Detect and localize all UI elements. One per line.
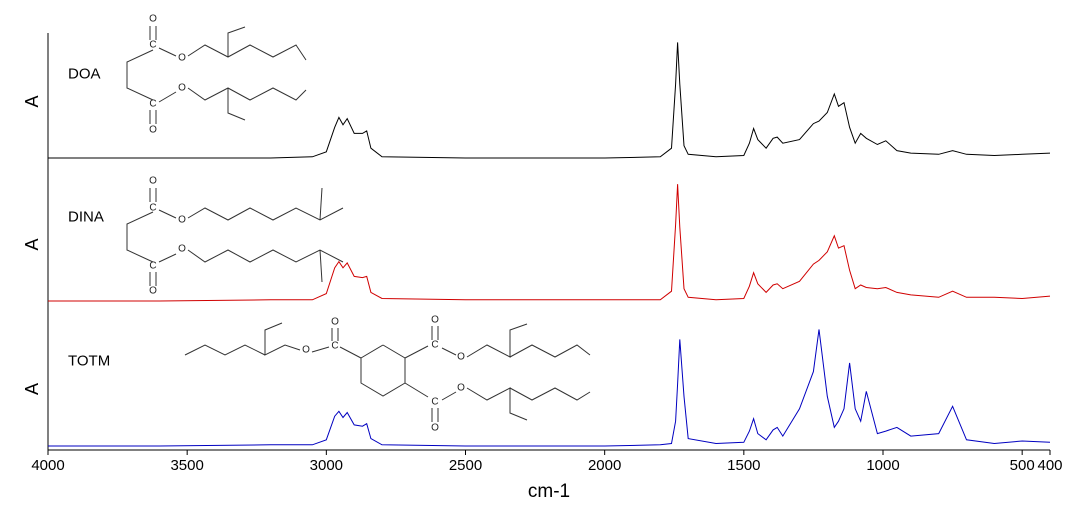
y-axis-label: A bbox=[22, 95, 42, 107]
x-tick-label: 4000 bbox=[31, 457, 64, 474]
atom: O bbox=[431, 315, 439, 326]
x-tick-label: 1000 bbox=[866, 457, 899, 474]
structure-doa: O C O O C O bbox=[126, 14, 307, 136]
atom: C bbox=[149, 203, 156, 214]
x-tick-label: 1500 bbox=[727, 457, 760, 474]
atom: C bbox=[149, 261, 156, 272]
atom: C bbox=[149, 99, 156, 110]
structure-dina: O C O O C O bbox=[126, 176, 344, 297]
atom: C bbox=[431, 397, 438, 408]
y-axis-label: A bbox=[22, 383, 42, 395]
atom: O bbox=[302, 345, 310, 356]
x-tick-label: 500 bbox=[1010, 457, 1035, 474]
atom: O bbox=[178, 83, 186, 94]
x-axis-label: cm-1 bbox=[528, 481, 570, 502]
x-tick-label: 2500 bbox=[449, 457, 482, 474]
panel-label: DINA bbox=[68, 208, 104, 225]
atom: O bbox=[178, 215, 186, 226]
spectrum-line bbox=[48, 184, 1051, 302]
panel-label: DOA bbox=[68, 65, 101, 82]
x-tick-label: 400 bbox=[1037, 457, 1062, 474]
atom: O bbox=[149, 286, 157, 297]
atom: O bbox=[149, 176, 157, 187]
x-tick-label: 3500 bbox=[170, 457, 203, 474]
x-tick-label: 3000 bbox=[310, 457, 343, 474]
structure-totm: O C O O C O O C O bbox=[184, 315, 591, 434]
panel-label: TOTM bbox=[68, 353, 110, 370]
atom: C bbox=[431, 340, 438, 351]
atom: O bbox=[457, 383, 465, 394]
x-tick-label: 2000 bbox=[588, 457, 621, 474]
atom: O bbox=[331, 317, 339, 328]
atom: O bbox=[457, 352, 465, 363]
atom: O bbox=[149, 14, 157, 25]
y-axis-label: A bbox=[22, 238, 42, 250]
spectrum-line bbox=[48, 42, 1051, 159]
atom: O bbox=[178, 53, 186, 64]
atom: O bbox=[178, 244, 186, 255]
atom: C bbox=[149, 40, 156, 51]
spectrum-line bbox=[48, 329, 1051, 447]
atom: O bbox=[431, 423, 439, 434]
atom: C bbox=[331, 341, 338, 352]
atom: O bbox=[149, 125, 157, 136]
